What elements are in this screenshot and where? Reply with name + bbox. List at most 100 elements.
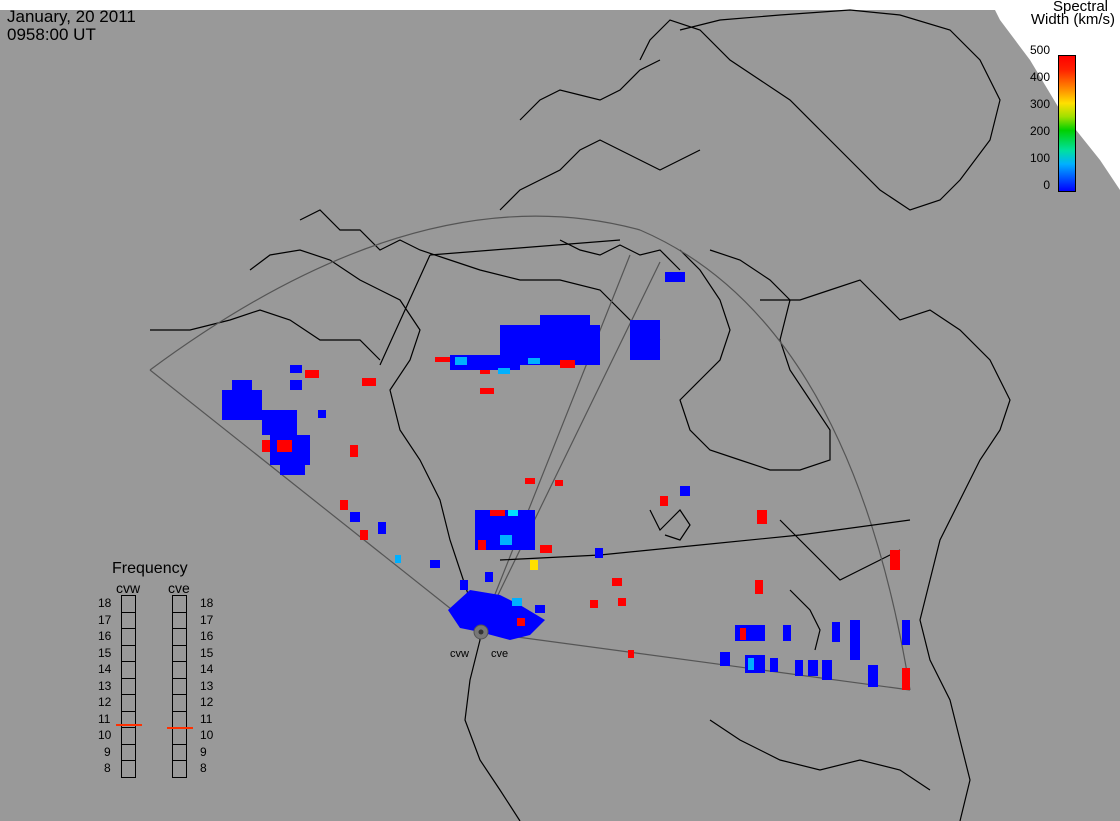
station-site-dot	[478, 629, 484, 635]
backscatter-east	[720, 620, 910, 690]
frequency-cell	[121, 628, 136, 646]
scatter-patch	[555, 480, 563, 486]
station-label-cvw: cvw	[450, 648, 469, 660]
scatter-patch	[290, 380, 302, 390]
frequency-cell	[172, 628, 187, 646]
frequency-cell	[172, 595, 187, 613]
scatter-patch	[783, 625, 791, 641]
scatter-patch	[525, 478, 535, 484]
scatter-patch	[660, 496, 668, 506]
scatter-patch	[530, 560, 538, 570]
scatter-patch	[490, 510, 505, 516]
scatter-patch	[340, 500, 348, 510]
frequency-cell	[121, 661, 136, 679]
scatter-patch	[485, 572, 493, 582]
frequency-tick-right: 12	[200, 695, 214, 709]
frequency-tick-right: 15	[200, 645, 214, 660]
scatter-patch	[498, 368, 510, 374]
backscatter-cve	[475, 478, 900, 658]
frequency-radar-label-cvw: cvw	[116, 580, 141, 596]
scatter-patch	[512, 598, 522, 606]
frequency-cell	[172, 644, 187, 662]
frequency-cell	[121, 694, 136, 712]
scatter-patch	[350, 512, 360, 522]
coastlines	[150, 9, 1011, 821]
frequency-tick-right: 14	[200, 662, 214, 676]
frequency-tick-left: 16	[98, 629, 112, 643]
frequency-tick-right: 10	[200, 728, 214, 742]
frequency-tick-left: 17	[98, 612, 112, 627]
scatter-patch	[480, 388, 494, 394]
frequency-tick-left: 14	[98, 662, 112, 676]
frequency-cell	[172, 710, 187, 728]
frequency-tick-right: 11	[200, 711, 213, 726]
scatter-patch	[868, 665, 878, 687]
scatter-patch	[262, 440, 270, 452]
scatter-patch	[618, 598, 626, 606]
time-label: 0958:00 UT	[7, 25, 96, 44]
date-label: January, 20 2011	[7, 7, 136, 26]
near-range-patch	[448, 590, 545, 640]
frequency-tick-left: 18	[98, 596, 112, 610]
scatter-patch	[318, 410, 326, 418]
scatter-patch	[460, 580, 468, 590]
frequency-cell	[121, 760, 136, 778]
colorbar-tick: 500	[1029, 43, 1050, 57]
scatter-patch	[808, 660, 818, 676]
frequency-cell	[172, 743, 187, 761]
colorbar-unit: Width (km/s)	[1030, 11, 1115, 28]
scatter-patch	[720, 652, 730, 666]
scatter-patch	[540, 315, 590, 327]
scatter-patch	[540, 545, 552, 553]
polar-region	[990, 0, 1120, 190]
scatter-patch	[795, 660, 803, 676]
frequency-cell	[172, 727, 187, 745]
frequency-cell	[121, 743, 136, 761]
scatter-patch	[665, 272, 685, 282]
scatter-patch	[755, 580, 763, 594]
fov-boundary-lines	[379, 239, 911, 561]
frequency-tick-right: 17	[200, 612, 214, 627]
scatter-patch	[517, 618, 525, 626]
backscatter-cvw	[222, 365, 440, 568]
scatter-patch	[360, 530, 368, 540]
scatter-patch	[612, 578, 622, 586]
frequency-cell	[172, 677, 187, 695]
frequency-tick-right: 8	[200, 761, 207, 775]
frequency-cell	[172, 760, 187, 778]
colorbar-tick: 0	[1043, 178, 1050, 192]
scatter-patch	[832, 622, 840, 642]
frequency-cell	[172, 661, 187, 679]
scatter-patch	[290, 365, 302, 373]
scatter-patch	[757, 510, 767, 524]
station-label-cve: cve	[491, 648, 509, 660]
scatter-patch	[770, 658, 778, 672]
scatter-patch	[277, 440, 292, 452]
scatter-patch	[435, 357, 450, 362]
polar-region-top	[0, 0, 1120, 10]
scatter-patch	[535, 605, 545, 613]
colorbar-scale	[1058, 55, 1076, 192]
scatter-patch	[378, 522, 386, 534]
scatter-patch	[262, 410, 297, 435]
frequency-panel-title: Frequency	[112, 560, 188, 577]
scatter-patch	[508, 510, 518, 516]
scatter-patch	[628, 650, 634, 658]
scatter-patch	[232, 380, 252, 395]
scatter-patch	[455, 357, 467, 365]
scatter-patch	[305, 370, 319, 378]
scatter-patch	[362, 378, 376, 386]
scatter-patch	[280, 460, 305, 475]
frequency-tick-right: 13	[200, 678, 214, 693]
frequency-radar-label-cve: cve	[168, 580, 190, 596]
scatter-patch	[890, 550, 900, 570]
frequency-cell	[121, 727, 136, 745]
scatter-patch	[560, 360, 575, 368]
scatter-patch	[430, 560, 440, 568]
frequency-tick-left: 8	[104, 761, 111, 775]
scatter-patch	[822, 660, 832, 680]
frequency-cell	[121, 644, 136, 662]
scatter-patch	[850, 620, 860, 660]
frequency-marker-cve	[167, 727, 193, 729]
